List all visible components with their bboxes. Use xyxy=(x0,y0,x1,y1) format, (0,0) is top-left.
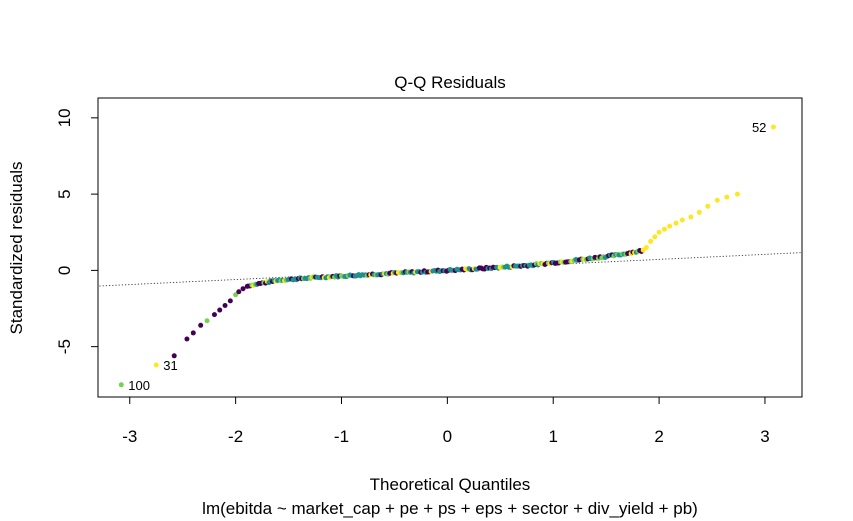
y-tick-label: -5 xyxy=(55,339,74,354)
x-tick-label: 3 xyxy=(760,427,769,446)
point-label: 31 xyxy=(163,358,177,373)
y-axis: -5 0 5 10 xyxy=(55,108,99,354)
data-point xyxy=(724,194,730,200)
data-point xyxy=(656,229,662,235)
data-point xyxy=(190,330,196,336)
data-point xyxy=(714,197,720,203)
x-tick-label: 0 xyxy=(443,427,452,446)
reference-line-layer xyxy=(98,252,802,287)
data-point xyxy=(696,209,702,215)
y-tick-label: 10 xyxy=(55,108,74,127)
x-axis-label: Theoretical Quantiles xyxy=(370,475,531,494)
data-point xyxy=(211,312,217,318)
data-point xyxy=(227,298,233,304)
data-point xyxy=(240,286,246,292)
data-point xyxy=(673,220,679,226)
data-point xyxy=(734,191,740,197)
x-tick-label: 2 xyxy=(654,427,663,446)
data-point xyxy=(118,382,124,388)
points-layer xyxy=(118,124,776,388)
plot-area xyxy=(97,97,803,398)
chart-subtitle: lm(ebitda ~ market_cap + pe + ps + eps +… xyxy=(202,499,698,518)
x-axis: -3 -2 -1 0 1 2 3 xyxy=(122,396,770,446)
chart-title: Q-Q Residuals xyxy=(394,73,505,92)
data-point xyxy=(204,318,210,324)
data-point xyxy=(244,283,250,289)
data-point xyxy=(198,322,204,328)
data-point xyxy=(688,214,694,220)
qq-reference-line xyxy=(98,252,802,287)
data-point xyxy=(171,353,177,359)
plot-frame xyxy=(97,97,803,398)
data-point xyxy=(643,245,649,250)
data-point xyxy=(667,223,673,229)
y-tick-label: 5 xyxy=(55,189,74,198)
point-label: 52 xyxy=(752,120,766,135)
point-label: 100 xyxy=(128,378,150,393)
data-point xyxy=(652,234,658,240)
data-point xyxy=(184,336,190,342)
data-point xyxy=(233,292,239,298)
data-point xyxy=(217,307,223,313)
point-labels: 52 31 100 xyxy=(128,120,766,393)
x-tick-label: -3 xyxy=(122,427,137,446)
y-axis-label: Standardized residuals xyxy=(7,162,26,335)
data-point xyxy=(679,217,685,223)
data-point xyxy=(222,302,228,308)
data-point xyxy=(236,289,242,295)
data-point xyxy=(661,226,667,232)
x-tick-label: 1 xyxy=(548,427,557,446)
y-tick-label: 0 xyxy=(55,266,74,275)
data-point xyxy=(153,362,159,368)
data-point xyxy=(705,203,711,209)
data-point xyxy=(648,238,654,244)
x-tick-label: -1 xyxy=(334,427,349,446)
data-point xyxy=(770,124,776,130)
x-tick-label: -2 xyxy=(228,427,243,446)
